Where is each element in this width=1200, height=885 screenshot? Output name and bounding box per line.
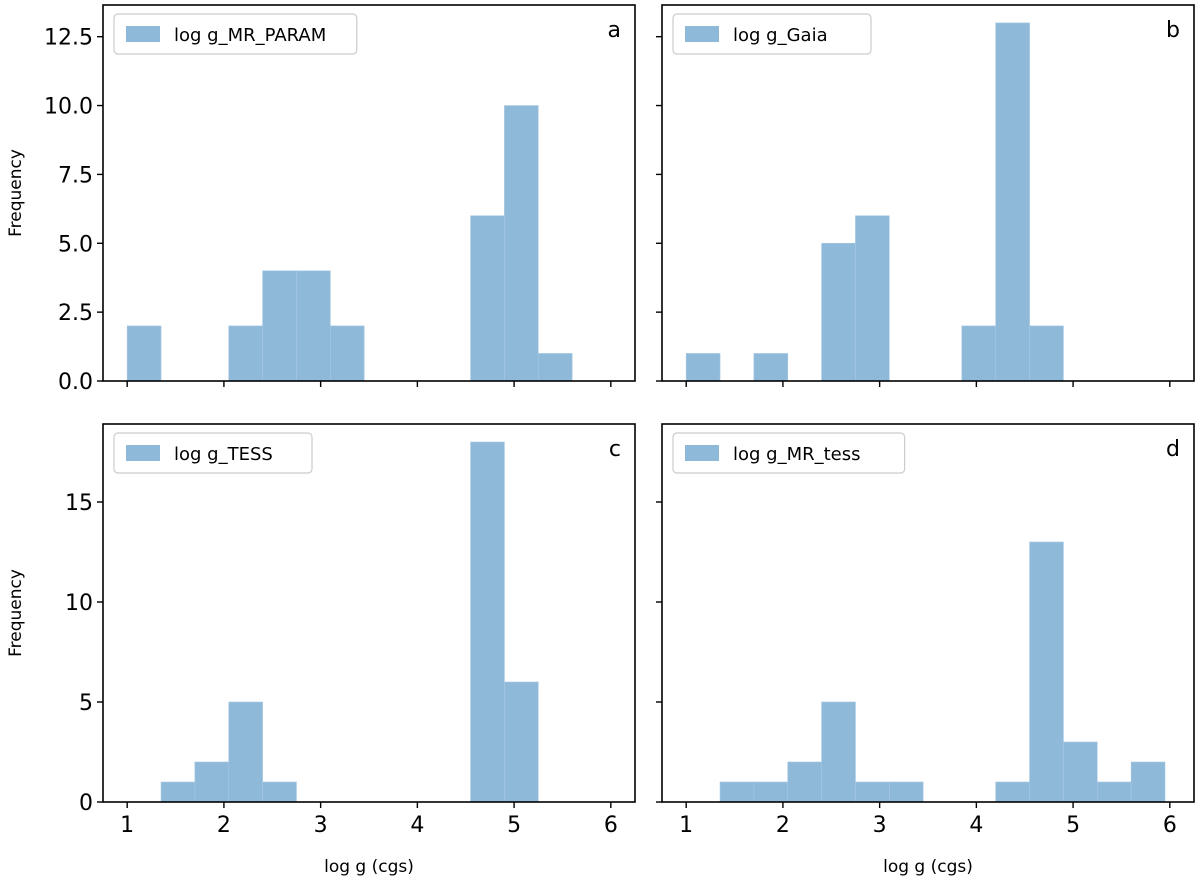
histogram-bar	[537, 353, 573, 382]
legend-label: log g_TESS	[174, 444, 273, 465]
histogram-bar	[1029, 541, 1064, 803]
histogram-bar	[262, 781, 297, 803]
y-tick-label: 10.0	[44, 95, 93, 120]
histogram-bar	[995, 781, 1030, 803]
x-tick-label: 6	[604, 813, 618, 838]
histogram-bar	[821, 701, 856, 803]
histogram-bar	[228, 325, 263, 382]
x-tick-label: 6	[1163, 813, 1177, 838]
axes-frame	[661, 4, 1195, 382]
histogram-bar	[470, 441, 505, 803]
x-tick-label: 3	[873, 813, 887, 838]
legend-frame	[672, 13, 872, 55]
panel-letter: a	[608, 18, 621, 43]
y-tick-label: 10	[65, 591, 93, 616]
histogram-bar	[1029, 325, 1064, 382]
x-tick-label: 4	[969, 813, 983, 838]
y-axis-label: Frequency	[6, 149, 26, 237]
x-tick-label: 4	[410, 813, 424, 838]
histogram-bar	[855, 215, 890, 382]
y-tick-label: 7.5	[58, 163, 93, 188]
y-tick-label: 0	[79, 791, 93, 816]
y-tick-label: 2.5	[58, 301, 93, 326]
legend-label: log g_MR_tess	[733, 444, 861, 465]
y-tick-label: 15	[65, 491, 93, 516]
histogram-bar	[160, 781, 196, 803]
y-tick-label: 12.5	[44, 26, 93, 51]
legend: log g_Gaia	[672, 13, 872, 55]
legend-swatch	[126, 26, 160, 42]
histogram-bar	[228, 701, 263, 803]
legend-frame	[113, 13, 358, 55]
x-tick-label: 2	[776, 813, 790, 838]
legend-swatch	[126, 445, 160, 461]
legend-label: log g_MR_PARAM	[174, 25, 326, 46]
legend-swatch	[685, 445, 719, 461]
x-tick-label: 1	[120, 813, 134, 838]
panel-letter: c	[609, 437, 621, 462]
x-tick-label: 3	[314, 813, 328, 838]
histogram-bar	[296, 270, 331, 382]
histogram-bar	[889, 781, 924, 803]
histogram-bar	[504, 681, 539, 803]
histogram-bar	[330, 325, 365, 382]
histogram-bar	[821, 242, 856, 382]
histogram-bar	[961, 325, 997, 382]
panel-letter: b	[1166, 18, 1180, 43]
panel-a: 0.0 2.5 5.0 7.5 10.0 12.5 Frequency log g_MR_PA…	[6, 4, 636, 395]
histogram-bar	[1063, 741, 1098, 803]
y-axis-label: Frequency	[6, 569, 26, 657]
y-tick-label: 5.0	[58, 232, 93, 257]
panel-c: 1 2 3 4 5 6 0 5 10 15 Frequency log g (cgs) log g_TE…	[6, 423, 636, 877]
legend-swatch	[685, 26, 719, 42]
y-tick-label: 0.0	[58, 370, 93, 395]
histogram-bar	[262, 270, 297, 382]
histogram-bar	[504, 105, 539, 382]
histogram-bar	[1130, 761, 1166, 803]
histogram-bar	[787, 761, 822, 803]
x-axis-label: log g (cgs)	[883, 857, 973, 877]
histogram-bar	[719, 781, 755, 803]
legend: log g_MR_PARAM	[113, 13, 358, 55]
legend-label: log g_Gaia	[733, 25, 828, 46]
histogram-bar	[855, 781, 890, 803]
x-tick-label: 2	[217, 813, 231, 838]
panel-letter: d	[1166, 437, 1180, 462]
x-tick-label: 5	[1066, 813, 1080, 838]
axes-frame	[661, 423, 1195, 803]
histogram-bar	[126, 325, 162, 382]
legend-frame	[672, 432, 906, 474]
histogram-bar	[753, 781, 789, 803]
panel-b: log g_Gaia b	[656, 4, 1195, 387]
histogram-bar	[685, 353, 721, 382]
x-tick-label: 1	[679, 813, 693, 838]
x-tick-label: 5	[507, 813, 521, 838]
legend: log g_MR_tess	[672, 432, 906, 474]
axes-frame	[102, 423, 636, 803]
panel-d: 1 2 3 4 5 6 log g (cgs) log g_MR_tess d	[656, 423, 1195, 877]
y-tick-label: 5	[79, 691, 93, 716]
histogram-bar	[753, 353, 789, 382]
histogram-bar	[470, 215, 505, 382]
legend: log g_TESS	[113, 432, 313, 474]
histogram-bar	[194, 761, 230, 803]
legend-frame	[113, 432, 313, 474]
histogram-bar	[1096, 781, 1132, 803]
axes-frame	[102, 4, 636, 382]
x-axis-label: log g (cgs)	[324, 857, 414, 877]
histogram-bar	[995, 22, 1030, 382]
